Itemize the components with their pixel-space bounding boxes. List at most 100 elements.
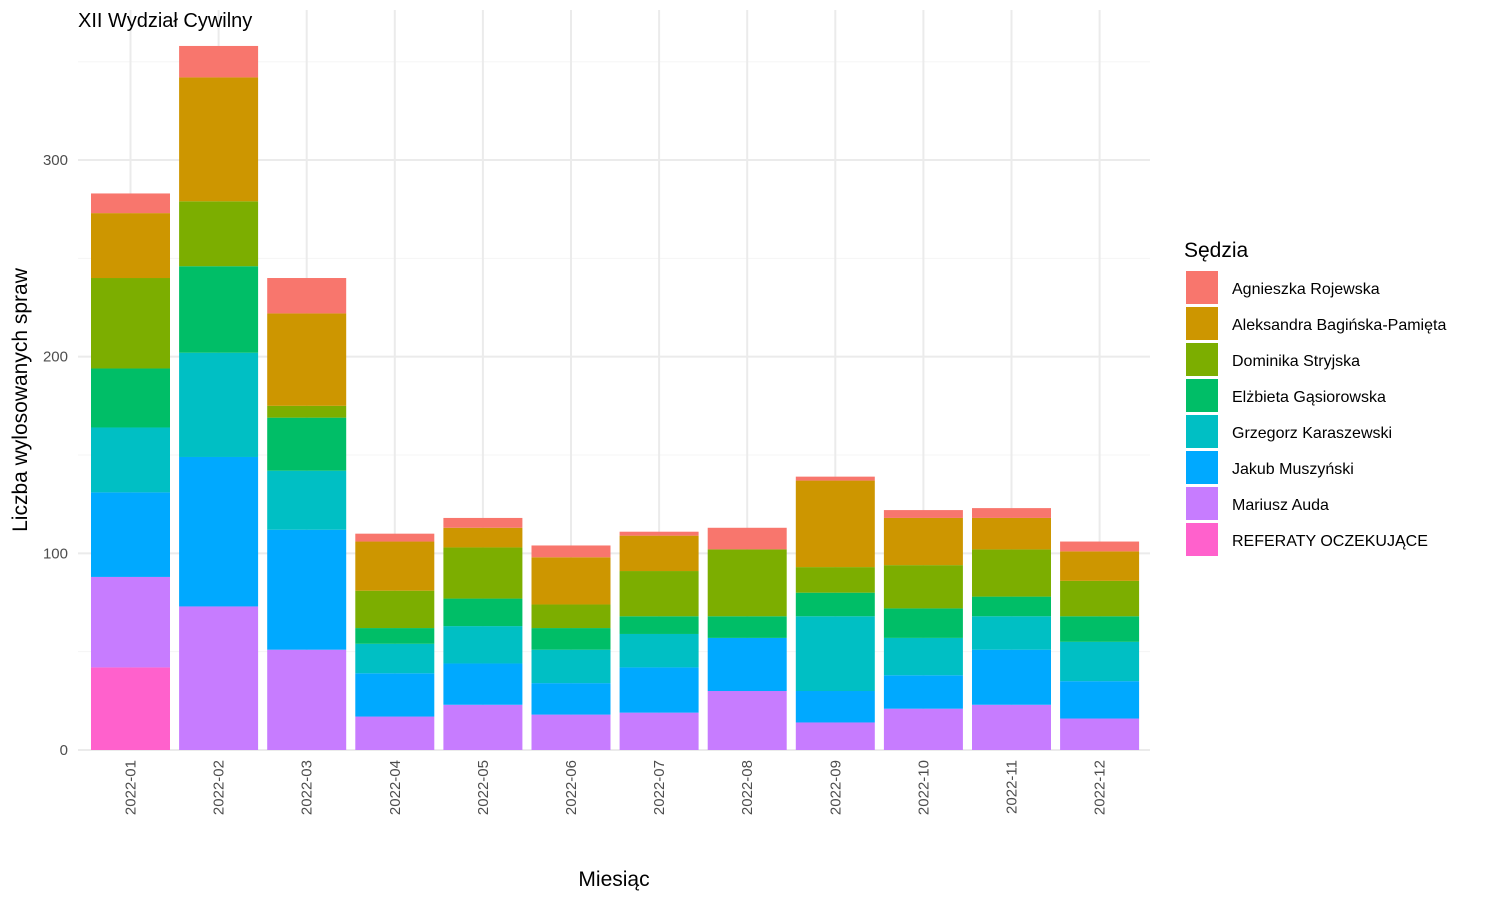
bar-segment xyxy=(531,649,611,684)
bar-segment xyxy=(883,708,963,750)
bar-segment xyxy=(972,508,1051,518)
bar-segment xyxy=(531,683,611,715)
bar-segment xyxy=(355,541,435,591)
legend: Sędzia Agnieszka Rojewska Aleksandra Bagi… xyxy=(1184,239,1446,556)
bar-segment xyxy=(972,596,1051,617)
legend-key xyxy=(1186,523,1218,556)
bar-segment xyxy=(179,606,259,750)
bar-segment xyxy=(179,77,259,202)
bar-segment xyxy=(179,266,259,353)
bar-segment xyxy=(443,626,523,664)
legend-label: Elżbieta Gąsiorowska xyxy=(1232,389,1386,406)
x-tick-label: 2022-06 xyxy=(563,760,580,815)
x-axis-title: Miesiąc xyxy=(578,868,649,891)
bar-segment xyxy=(795,480,875,568)
legend-label: Mariusz Auda xyxy=(1232,497,1329,514)
bar-segment xyxy=(972,616,1051,650)
bar-segment xyxy=(267,417,347,471)
bar-segment xyxy=(883,608,963,638)
bar-segment xyxy=(91,213,170,279)
bar-segment xyxy=(1060,718,1140,750)
bar-segment xyxy=(179,45,259,78)
x-tick-label: 2022-07 xyxy=(651,760,668,815)
bar-segment xyxy=(91,576,170,668)
bar-segment xyxy=(619,616,699,634)
bar-segment xyxy=(795,722,875,750)
bar-segment xyxy=(179,456,259,607)
legend-label: Grzegorz Karaszewski xyxy=(1232,425,1392,442)
bar-segment xyxy=(795,616,875,692)
bar-segment xyxy=(179,352,259,457)
bar-segment xyxy=(707,691,787,750)
bar-segment xyxy=(707,637,787,692)
y-axis-ticks: 0 100 200 300 xyxy=(43,152,68,759)
y-axis-title: Liczba wylosowanych spraw xyxy=(9,267,32,532)
bar-segment xyxy=(443,704,523,750)
bar-segment xyxy=(972,549,1051,597)
bar-segment xyxy=(355,628,435,644)
bar-segment xyxy=(883,675,963,709)
legend-key xyxy=(1186,451,1218,484)
bar-segment xyxy=(355,673,435,717)
bar-segment xyxy=(91,667,170,750)
bar-segment xyxy=(1060,541,1140,552)
bar-segment xyxy=(972,517,1051,550)
bar-segment xyxy=(795,567,875,593)
bar-segment xyxy=(531,628,611,650)
bar-segment xyxy=(355,716,435,750)
legend-items: Agnieszka Rojewska Aleksandra Bagińska-Pa… xyxy=(1186,271,1446,556)
bar-segment xyxy=(1060,681,1140,719)
bar-segment xyxy=(531,545,611,558)
bar-segment xyxy=(883,637,963,676)
bar-segment xyxy=(267,313,347,406)
legend-title: Sędzia xyxy=(1184,239,1249,262)
bar-segment xyxy=(1060,580,1140,617)
x-tick-label: 2022-11 xyxy=(1004,760,1021,814)
bar-segment xyxy=(91,368,170,428)
bar-segment xyxy=(443,547,523,599)
bar-segment xyxy=(1060,641,1140,682)
bar-segment xyxy=(972,649,1051,705)
bar-segment xyxy=(355,590,435,629)
legend-label: Dominika Stryjska xyxy=(1232,353,1360,370)
bar-segment xyxy=(531,604,611,629)
bar-segment xyxy=(707,616,787,638)
bar-segment xyxy=(795,476,875,481)
legend-label: Agnieszka Rojewska xyxy=(1232,281,1380,298)
bar-segment xyxy=(179,201,259,267)
bar-segment xyxy=(91,278,170,369)
bar-segment xyxy=(355,533,435,542)
bar-segment xyxy=(443,527,523,548)
bar-segment xyxy=(1060,616,1140,642)
bar-segment xyxy=(972,704,1051,750)
legend-key xyxy=(1186,379,1218,412)
bar-segment xyxy=(443,663,523,705)
x-axis-ticks: 2022-01 2022-02 2022-03 2022-04 2022-05 2022-… xyxy=(123,760,1109,815)
bar-segment xyxy=(531,714,611,750)
legend-key xyxy=(1186,271,1218,304)
bar-segment xyxy=(619,571,699,617)
legend-key xyxy=(1186,307,1218,340)
x-tick-label: 2022-09 xyxy=(827,760,844,815)
x-tick-label: 2022-08 xyxy=(739,760,756,815)
legend-key xyxy=(1186,343,1218,376)
bar-segment xyxy=(267,649,347,750)
x-tick-label: 2022-10 xyxy=(915,760,932,815)
bar-segment xyxy=(707,549,787,617)
bar-segment xyxy=(91,427,170,493)
x-tick-label: 2022-04 xyxy=(387,760,404,815)
bar-segment xyxy=(91,193,170,214)
y-tick-label: 100 xyxy=(43,545,68,562)
y-tick-label: 300 xyxy=(43,152,68,169)
legend-label: Jakub Muszyński xyxy=(1232,461,1354,478)
bar-segment xyxy=(267,529,347,650)
bar-segment xyxy=(883,565,963,609)
legend-label: REFERATY OCZEKUJĄCE xyxy=(1232,533,1428,550)
x-tick-label: 2022-02 xyxy=(211,760,228,815)
bar-segment xyxy=(883,517,963,566)
bar-segment xyxy=(619,535,699,572)
bar-segment xyxy=(883,510,963,518)
y-tick-label: 0 xyxy=(60,742,68,759)
bar-segment xyxy=(619,633,699,668)
